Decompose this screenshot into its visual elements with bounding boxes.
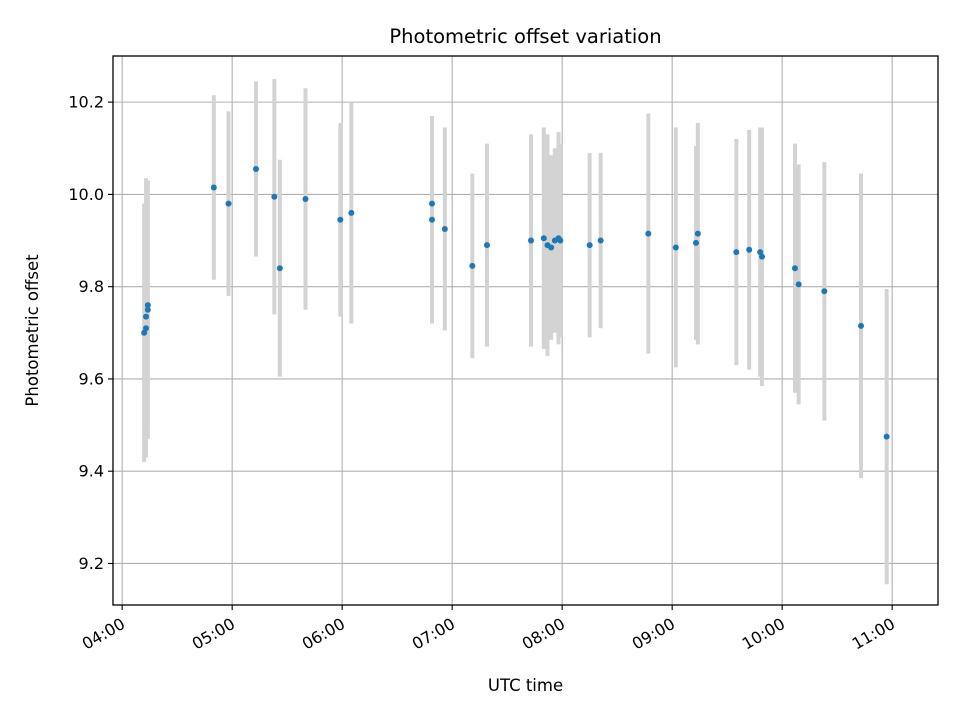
data-point	[225, 200, 232, 207]
data-point	[883, 433, 890, 440]
data-point	[759, 253, 765, 260]
y-tick-label: 10.2	[68, 93, 104, 112]
y-axis-title: Photometric offset	[23, 254, 42, 407]
y-tick-label: 9.6	[79, 369, 104, 388]
data-point	[548, 244, 555, 251]
y-tick-label: 9.8	[79, 277, 104, 296]
data-point	[210, 184, 217, 191]
data-point	[429, 216, 435, 223]
y-tick-label: 9.4	[79, 462, 104, 481]
data-point	[484, 242, 490, 249]
data-point	[253, 166, 259, 173]
data-point	[144, 306, 151, 313]
y-axis-ticks: 9.2 9.4 9.6 9.8 10.0 10.2	[68, 93, 113, 573]
data-points	[141, 166, 890, 440]
data-point	[672, 244, 679, 251]
data-point	[792, 265, 798, 272]
data-point	[143, 313, 149, 320]
chart-title: Photometric offset variation	[389, 25, 661, 48]
data-point	[694, 230, 701, 237]
data-point	[337, 216, 344, 223]
data-point	[821, 288, 828, 295]
data-point	[302, 196, 309, 203]
data-point	[557, 237, 564, 244]
data-point	[429, 200, 435, 207]
data-point	[693, 239, 699, 246]
data-point	[733, 249, 740, 256]
data-point	[528, 237, 534, 244]
data-point	[276, 265, 283, 272]
data-point	[144, 302, 151, 309]
data-point	[746, 246, 753, 253]
plot-area-frame	[112, 55, 939, 606]
y-tick-label: 9.2	[79, 554, 104, 573]
data-point	[858, 322, 864, 329]
x-axis-title: UTC time	[488, 676, 563, 695]
data-point	[469, 262, 476, 269]
data-point	[597, 237, 604, 244]
data-point	[143, 325, 149, 332]
data-point	[586, 242, 593, 249]
data-point	[795, 281, 802, 288]
data-point	[540, 235, 547, 242]
y-tick-label: 10.0	[68, 185, 104, 204]
data-point	[271, 193, 278, 200]
data-point	[441, 226, 448, 233]
data-point	[141, 329, 148, 336]
data-point	[757, 249, 764, 256]
data-point	[348, 209, 355, 216]
data-point	[645, 230, 652, 237]
